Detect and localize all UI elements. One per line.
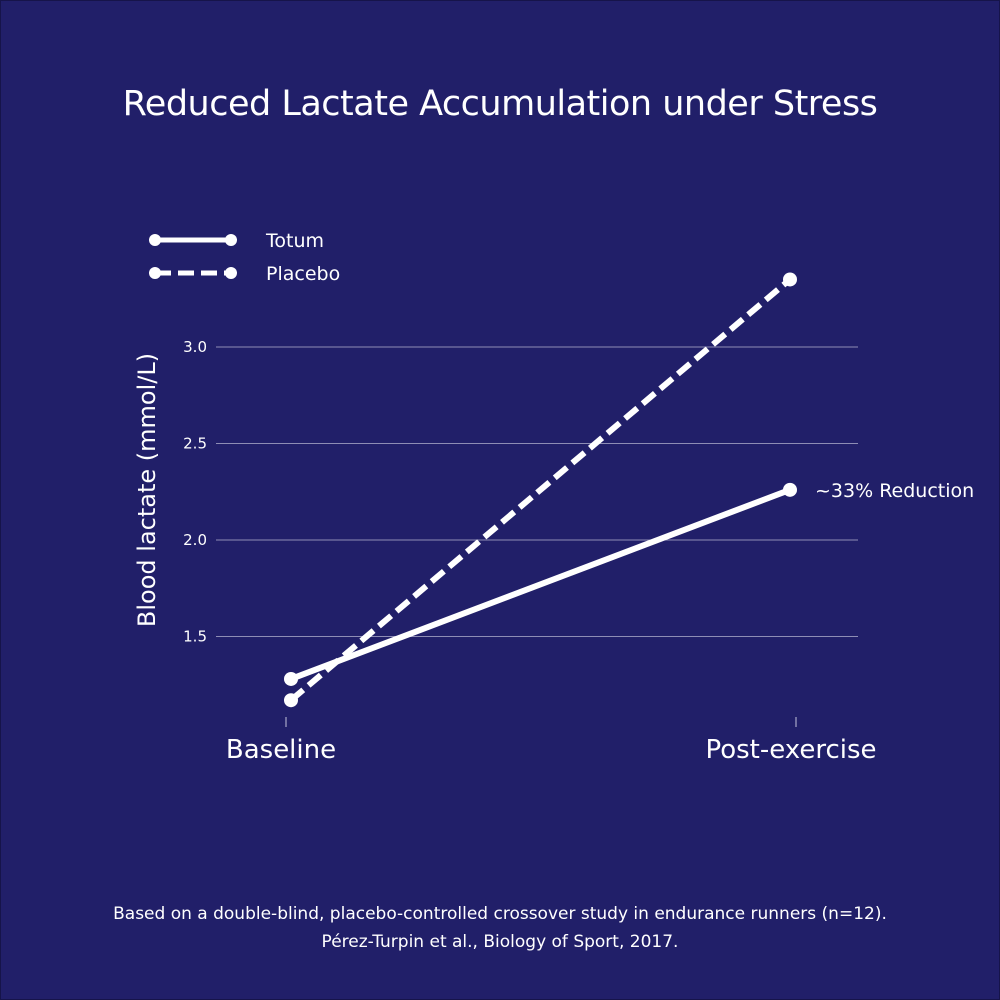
chart-title: Reduced Lactate Accumulation under Stres… — [122, 84, 878, 124]
data-point-placebo — [284, 693, 298, 708]
y-tick-label: 1.5 — [183, 628, 207, 646]
series-line-placebo — [289, 277, 792, 703]
y-tick-label: 2.0 — [183, 531, 207, 549]
legend-marker — [225, 234, 237, 246]
series-line-totum — [289, 487, 792, 682]
x-tick-label: Baseline — [226, 735, 336, 765]
legend-marker — [225, 267, 237, 279]
y-axis-label: Blood lactate (mmol/L) — [133, 353, 161, 627]
footer-study-note: Based on a double-blind, placebo-control… — [113, 904, 887, 924]
chart-footer: Based on a double-blind, placebo-control… — [0, 900, 1000, 956]
y-tick-label: 3.0 — [183, 338, 207, 356]
legend-marker — [149, 234, 161, 246]
footer-citation: Pérez-Turpin et al., Biology of Sport, 2… — [321, 932, 679, 952]
legend-label: Placebo — [266, 263, 340, 285]
legend-label: Totum — [265, 230, 324, 252]
legend-marker — [149, 267, 161, 279]
x-tick-label: Post-exercise — [705, 735, 876, 765]
data-point-placebo — [783, 272, 797, 287]
y-tick-label: 2.5 — [183, 435, 207, 453]
data-point-totum — [783, 482, 797, 497]
data-point-totum — [284, 671, 298, 686]
annotation-label: ~33% Reduction — [815, 480, 974, 502]
